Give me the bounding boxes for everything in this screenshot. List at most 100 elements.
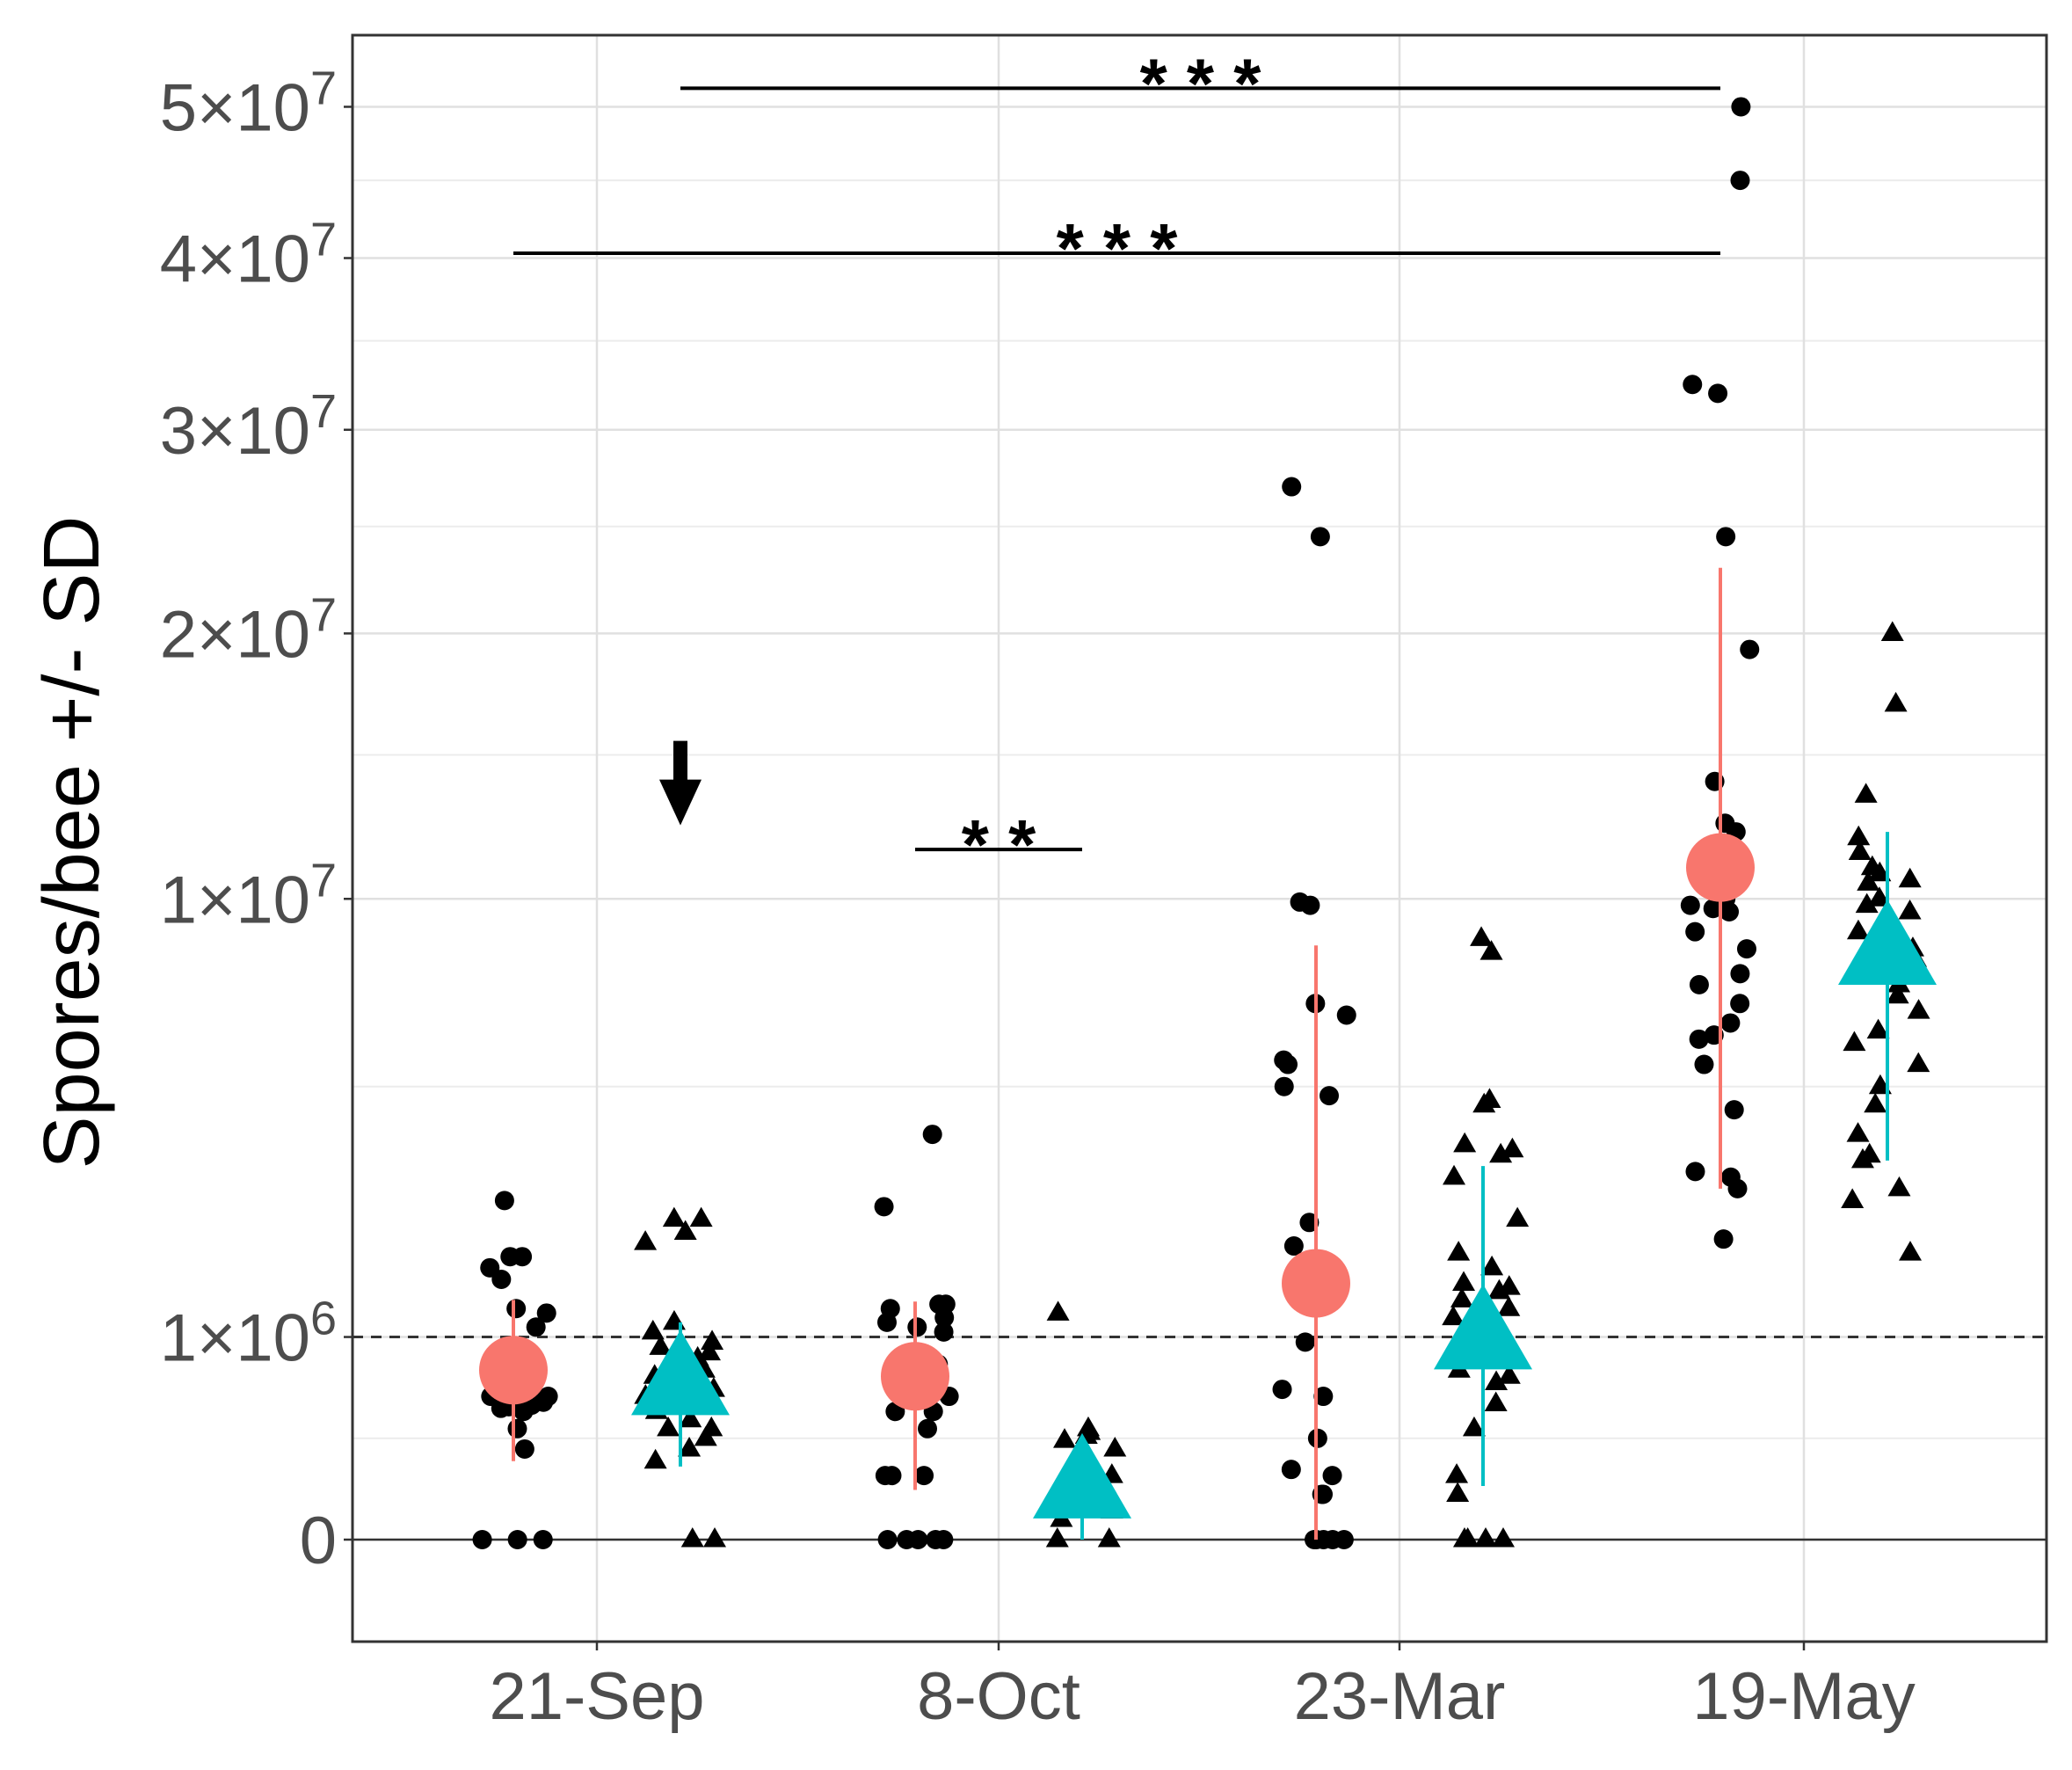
data-point [1683,375,1703,395]
data-point [875,1466,895,1486]
data-point [1736,939,1756,959]
data-point [1479,940,1503,960]
data-point [1716,527,1736,547]
data-point [657,1416,680,1437]
data-point [1847,825,1871,846]
data-point [1731,97,1751,117]
y-tick-label: 3×107 [160,385,337,469]
data-point [1283,1236,1304,1256]
data-point [1907,999,1930,1019]
data-point [678,1436,702,1457]
y-tick-label: 1×106 [160,1293,337,1376]
data-point [1724,1100,1744,1120]
data-point [703,1527,727,1548]
data-point [1336,1005,1356,1025]
data-point [1727,1178,1748,1198]
data-point [1299,1213,1320,1233]
data-point [1501,1137,1524,1158]
mean-marker [1838,899,1937,985]
data-point [1282,477,1302,497]
data-point [1470,926,1494,946]
data-point [1884,691,1908,712]
data-point [491,1269,512,1289]
data-point [1685,921,1705,942]
data-point [506,1299,527,1319]
data-point [1689,974,1709,994]
data-point [1703,899,1723,919]
grid [353,35,2047,1642]
data-point [1485,1370,1509,1391]
y-tick-label: 1×107 [160,854,337,937]
data-point [1730,994,1750,1014]
data-point [1456,1527,1479,1548]
data-point [1295,1332,1315,1352]
data-point [1319,1086,1339,1106]
x-tick-label: 8-Oct [917,1659,1080,1734]
data-point [1841,1188,1865,1208]
data-point [1472,1092,1496,1113]
annotations: * * * * * * * * [513,44,1720,884]
data-point [914,1466,934,1486]
data-point [1880,621,1904,641]
data-point [1867,886,1891,907]
data-point [1274,1076,1294,1096]
data-point [1740,639,1760,659]
data-point [1898,900,1922,920]
data-point [536,1303,556,1323]
x-tick-label: 19-May [1692,1659,1915,1734]
data-point [694,1425,717,1446]
data-point [1446,1482,1470,1503]
data-point [1489,1142,1513,1163]
data-point [1310,527,1330,547]
data-point [1506,1206,1530,1227]
data-point [1843,1031,1866,1052]
data-point [1708,383,1728,404]
data-point [673,1220,697,1241]
y-tick-label: 2×107 [160,588,337,672]
data-point [1491,1527,1515,1548]
data-point [1864,1092,1887,1113]
data-point [1713,1229,1734,1249]
data-point [1462,1416,1486,1437]
significance-label: * * * [1140,44,1262,122]
data-point [876,1312,897,1332]
y-axis-title: Spores/bee +/- SD [28,516,116,1169]
data-point [680,1527,704,1548]
data-point [1868,861,1892,882]
data-point [1907,1052,1930,1073]
data-point [472,1530,492,1549]
data-point [697,1340,721,1361]
data-point [1281,1460,1301,1480]
mean-marker [1033,1432,1131,1519]
data-point [918,1418,938,1439]
significance-label: * * [962,805,1036,884]
data-point [1480,1255,1504,1276]
y-tick-label: 4×107 [160,214,337,297]
data-point [1313,1387,1334,1407]
data-point [1474,1527,1498,1548]
x-tick-labels: 21-Sep 8-Oct 23-Mar 19-May [489,1642,1916,1734]
mean-marker [881,1342,949,1411]
data-point [1680,895,1700,915]
data-point [513,1247,533,1267]
down-arrow-icon [659,779,702,826]
data-point [689,1206,713,1227]
data-point [1730,964,1750,984]
data-point [874,1197,894,1217]
significance-label: * * * [1057,209,1179,288]
data-point [1866,1018,1890,1039]
data-point [679,1407,702,1428]
data-point [641,1319,665,1340]
y-tick-label: 0 [300,1504,337,1578]
data-point [907,1317,927,1337]
data-point [934,1307,955,1328]
data-point [1290,892,1310,912]
data-point [1854,783,1878,803]
data-point [1484,1391,1508,1411]
data-point [922,1125,942,1145]
data-point [634,1230,658,1250]
data-point [662,1206,686,1227]
data-point [526,1317,546,1337]
data-point [1497,1364,1521,1384]
